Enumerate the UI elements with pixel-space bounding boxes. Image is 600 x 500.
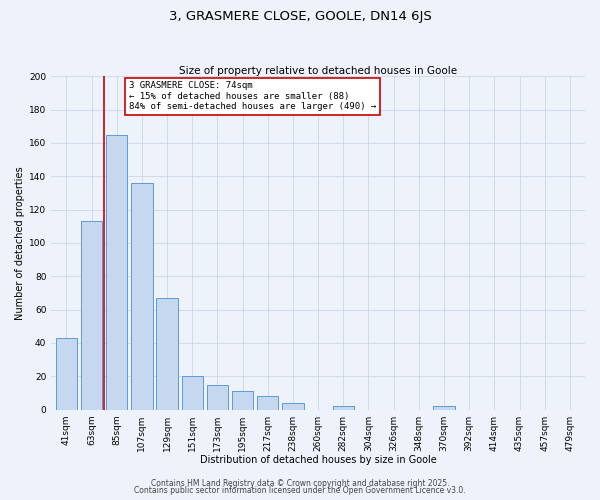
Text: 3 GRASMERE CLOSE: 74sqm
← 15% of detached houses are smaller (88)
84% of semi-de: 3 GRASMERE CLOSE: 74sqm ← 15% of detache…	[128, 82, 376, 111]
Bar	[81, 222, 102, 410]
Text: Contains public sector information licensed under the Open Government Licence v3: Contains public sector information licen…	[134, 486, 466, 495]
Bar	[232, 392, 253, 409]
Bar	[157, 298, 178, 410]
Y-axis label: Number of detached properties: Number of detached properties	[15, 166, 25, 320]
Bar	[257, 396, 278, 409]
Title: Size of property relative to detached houses in Goole: Size of property relative to detached ho…	[179, 66, 457, 76]
Bar	[207, 384, 228, 409]
Bar	[282, 403, 304, 409]
Bar	[332, 406, 354, 410]
Bar	[56, 338, 77, 409]
Text: 3, GRASMERE CLOSE, GOOLE, DN14 6JS: 3, GRASMERE CLOSE, GOOLE, DN14 6JS	[169, 10, 431, 23]
Bar	[182, 376, 203, 410]
X-axis label: Distribution of detached houses by size in Goole: Distribution of detached houses by size …	[200, 455, 437, 465]
Bar	[106, 134, 127, 409]
Text: Contains HM Land Registry data © Crown copyright and database right 2025.: Contains HM Land Registry data © Crown c…	[151, 478, 449, 488]
Bar	[131, 183, 152, 410]
Bar	[433, 406, 455, 410]
